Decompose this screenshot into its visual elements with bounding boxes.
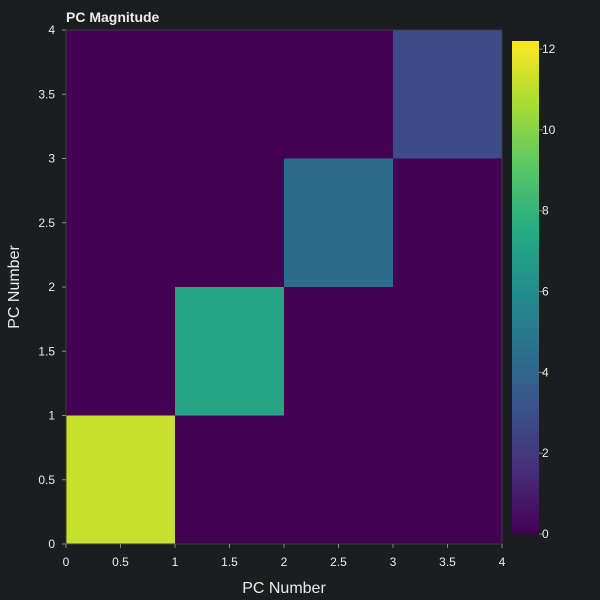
- heatmap-cell: [175, 415, 284, 544]
- heatmap-cell: [284, 415, 393, 544]
- y-tick-label: 4: [48, 23, 55, 37]
- chart-title: PC Magnitude: [66, 9, 160, 25]
- x-tick-label: 3: [390, 555, 397, 569]
- x-tick-label: 1: [172, 555, 179, 569]
- colorbar-tick-label: 2: [542, 446, 549, 460]
- y-tick-label: 0: [48, 537, 55, 551]
- x-tick-label: 4: [499, 555, 506, 569]
- colorbar: [512, 41, 539, 534]
- colorbar-tick-label: 6: [542, 285, 549, 299]
- y-tick-label: 1.5: [38, 344, 55, 358]
- x-tick-label: 0.5: [112, 555, 129, 569]
- x-tick-label: 2.5: [330, 555, 347, 569]
- x-tick-label: 0: [63, 555, 70, 569]
- heatmap-cell: [284, 287, 393, 416]
- heatmap-cell: [66, 158, 175, 287]
- heatmap-cell: [393, 287, 502, 416]
- x-tick-label: 2: [281, 555, 288, 569]
- x-axis-label: PC Number: [242, 580, 326, 597]
- heatmap-cell: [66, 415, 175, 544]
- y-tick-label: 2: [48, 280, 55, 294]
- heatmap-cell: [284, 158, 393, 287]
- y-tick-label: 0.5: [38, 473, 55, 487]
- x-axis: 0 0.5 1 1.5 2 2.5 3 3.5 4: [63, 544, 506, 569]
- heatmap-cell: [393, 30, 502, 159]
- colorbar-tick-label: 12: [542, 42, 556, 56]
- colorbar-tick-label: 4: [542, 365, 549, 379]
- heatmap-cell: [284, 30, 393, 159]
- heatmap-cell: [393, 158, 502, 287]
- y-axis: 0 0.5 1 1.5 2 2.5 3 3.5 4: [38, 23, 66, 551]
- heatmap-cells: [66, 30, 502, 544]
- colorbar-tick-label: 10: [542, 123, 556, 137]
- y-tick-label: 3.5: [38, 87, 55, 101]
- y-tick-label: 3: [48, 152, 55, 166]
- heatmap-cell: [175, 287, 284, 416]
- colorbar-tick-label: 8: [542, 204, 549, 218]
- colorbar-axis: 0 2 4 6 8 10 12: [539, 42, 556, 541]
- y-tick-label: 2.5: [38, 216, 55, 230]
- y-axis-label: PC Number: [6, 245, 23, 329]
- x-tick-label: 1.5: [221, 555, 238, 569]
- colorbar-tick-label: 0: [542, 527, 549, 541]
- heatmap-cell: [393, 415, 502, 544]
- y-tick-label: 1: [48, 409, 55, 423]
- heatmap-cell: [66, 287, 175, 416]
- x-tick-label: 3.5: [439, 555, 456, 569]
- heatmap-cell: [175, 158, 284, 287]
- heatmap-cell: [66, 30, 175, 159]
- heatmap-cell: [175, 30, 284, 159]
